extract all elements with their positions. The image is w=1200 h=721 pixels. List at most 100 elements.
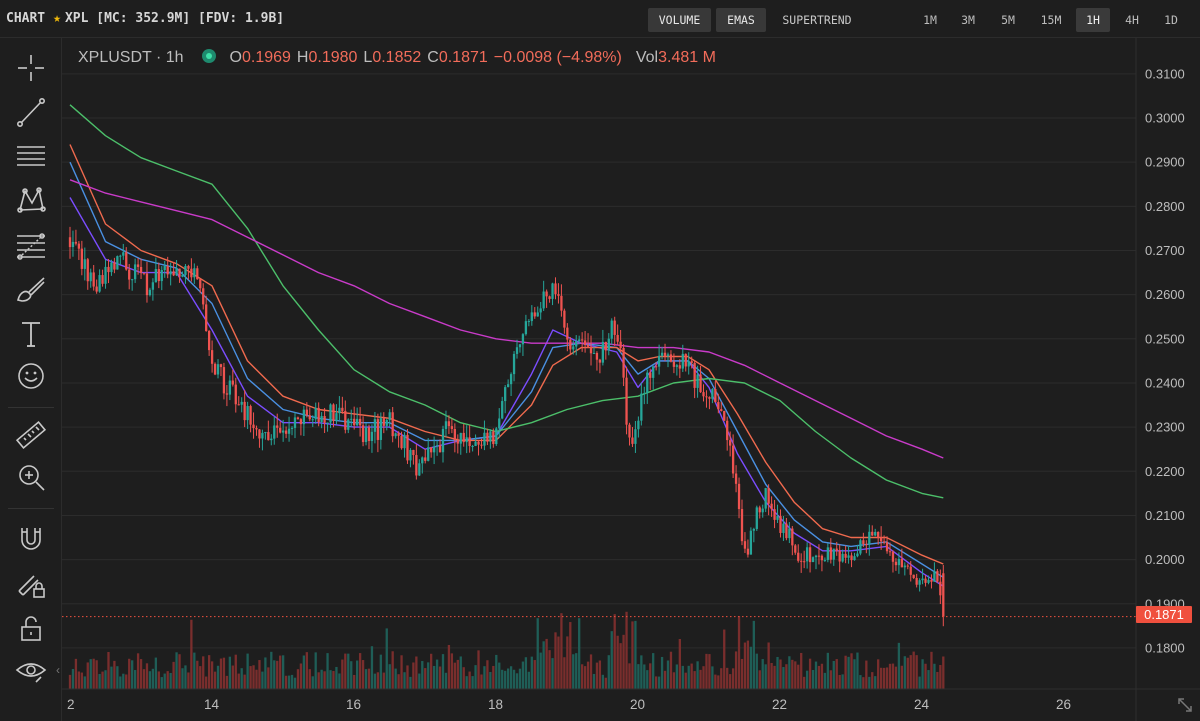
- volume-bar: [148, 671, 152, 689]
- symbol-label[interactable]: XPLUSDT · 1h: [78, 49, 184, 66]
- candle-body: [178, 268, 181, 277]
- eye-icon[interactable]: [14, 654, 48, 688]
- volume-bar: [104, 670, 107, 689]
- volume-bar: [290, 674, 294, 689]
- volume-bar: [370, 646, 374, 689]
- time-tick-label: 18: [488, 697, 503, 712]
- open-value: 0.1969: [241, 49, 291, 66]
- candle-body: [382, 418, 385, 426]
- horizontal-lines-icon[interactable]: [14, 138, 48, 172]
- volume-bar: [284, 675, 288, 689]
- text-icon[interactable]: [14, 317, 48, 351]
- candle-body: [187, 265, 190, 269]
- candle-body: [805, 547, 809, 562]
- crosshair-icon[interactable]: [14, 51, 48, 85]
- emoji-icon[interactable]: [14, 359, 48, 393]
- volume-bar: [376, 672, 380, 689]
- ruler-icon[interactable]: [14, 418, 48, 452]
- candle-body: [891, 551, 895, 562]
- candle-body: [299, 419, 303, 425]
- candle-body: [397, 433, 400, 436]
- candle-body: [353, 418, 356, 426]
- timeframe-5m-button[interactable]: 5M: [1001, 13, 1015, 27]
- volume-bar: [669, 651, 673, 689]
- candle-body: [868, 531, 871, 545]
- volume-bar: [874, 676, 877, 689]
- trendline-icon[interactable]: [14, 95, 48, 129]
- candle-body: [175, 268, 178, 276]
- timeframe-3m-button[interactable]: 3M: [961, 13, 975, 27]
- volume-bar: [489, 671, 492, 689]
- unlock-icon[interactable]: [14, 611, 48, 645]
- volume-bar: [202, 656, 205, 689]
- candle-body: [181, 274, 184, 277]
- candle-body: [347, 419, 350, 430]
- candle-body: [116, 256, 119, 270]
- candle-body: [344, 410, 347, 430]
- supertrend-toggle-button[interactable]: SUPERTREND: [782, 13, 852, 27]
- timeframe-4h-button[interactable]: 4H: [1125, 13, 1139, 27]
- emas-toggle-button[interactable]: EMAS: [716, 8, 766, 32]
- candle-body: [89, 272, 92, 282]
- volume-bar: [190, 619, 193, 689]
- price-chart[interactable]: 0.3100 0.3000 0.2900 0.2800 0.2700 0.2600 0.25…: [62, 38, 1200, 721]
- volume-bar: [305, 652, 308, 689]
- candle-body: [844, 553, 847, 558]
- candle-body: [255, 428, 258, 430]
- volume-toggle-button[interactable]: VOLUME: [648, 8, 711, 32]
- candle-body: [808, 547, 812, 563]
- candle-body: [820, 555, 824, 561]
- timeframe-1h-button[interactable]: 1H: [1076, 8, 1110, 32]
- volume-bar: [459, 656, 462, 689]
- collapse-chevron-icon[interactable]: ‹: [56, 663, 60, 677]
- candle-body: [785, 523, 788, 539]
- candle-body: [509, 374, 513, 385]
- candle-body: [690, 361, 693, 363]
- candle-body: [726, 420, 729, 441]
- candle-body: [640, 393, 643, 421]
- price-tick-label: 0.2000: [1145, 552, 1185, 567]
- price-tick-label: 0.2800: [1145, 199, 1185, 214]
- magnet-icon[interactable]: [14, 522, 48, 556]
- volume-bar: [681, 665, 684, 689]
- volume-bar: [367, 668, 371, 689]
- chart-label: CHART: [6, 11, 46, 26]
- candle-body: [412, 449, 415, 456]
- volume-bar: [287, 675, 291, 689]
- candle-body: [607, 338, 610, 351]
- time-tick-label: 14: [204, 697, 220, 712]
- volume-bar: [302, 655, 306, 689]
- candle-body: [196, 268, 199, 280]
- candle-body: [909, 566, 912, 575]
- volume-bar: [714, 674, 717, 689]
- volume-value: 3.481 M: [658, 49, 716, 66]
- volume-bar: [483, 666, 486, 689]
- candle-body: [853, 556, 856, 561]
- candle-body: [654, 366, 658, 368]
- low-key: L: [363, 49, 373, 66]
- pattern-icon[interactable]: [14, 183, 48, 217]
- volume-bar: [341, 659, 344, 689]
- fib-icon[interactable]: [14, 228, 48, 262]
- lock-drawing-icon[interactable]: [14, 567, 48, 601]
- resize-icon[interactable]: [1176, 696, 1194, 714]
- candle-body: [649, 372, 652, 378]
- star-icon[interactable]: ★: [53, 11, 61, 26]
- volume-bar: [865, 660, 868, 689]
- candle-body: [222, 367, 226, 394]
- volume-bar: [575, 653, 578, 689]
- volume-bar: [583, 666, 587, 689]
- timeframe-1d-button[interactable]: 1D: [1164, 13, 1178, 27]
- zoom-in-icon[interactable]: [14, 460, 48, 494]
- candle-body: [142, 272, 146, 274]
- volume-bar: [678, 639, 681, 689]
- volume-bar: [619, 643, 622, 689]
- timeframe-15m-button[interactable]: 15M: [1040, 13, 1062, 27]
- volume-bar: [267, 667, 270, 689]
- timeframe-1m-button[interactable]: 1M: [923, 13, 937, 27]
- brush-icon[interactable]: [14, 273, 48, 307]
- candle-body: [157, 269, 160, 282]
- volume-bar: [196, 660, 199, 689]
- volume-bar: [450, 653, 454, 689]
- candle-body: [927, 579, 930, 583]
